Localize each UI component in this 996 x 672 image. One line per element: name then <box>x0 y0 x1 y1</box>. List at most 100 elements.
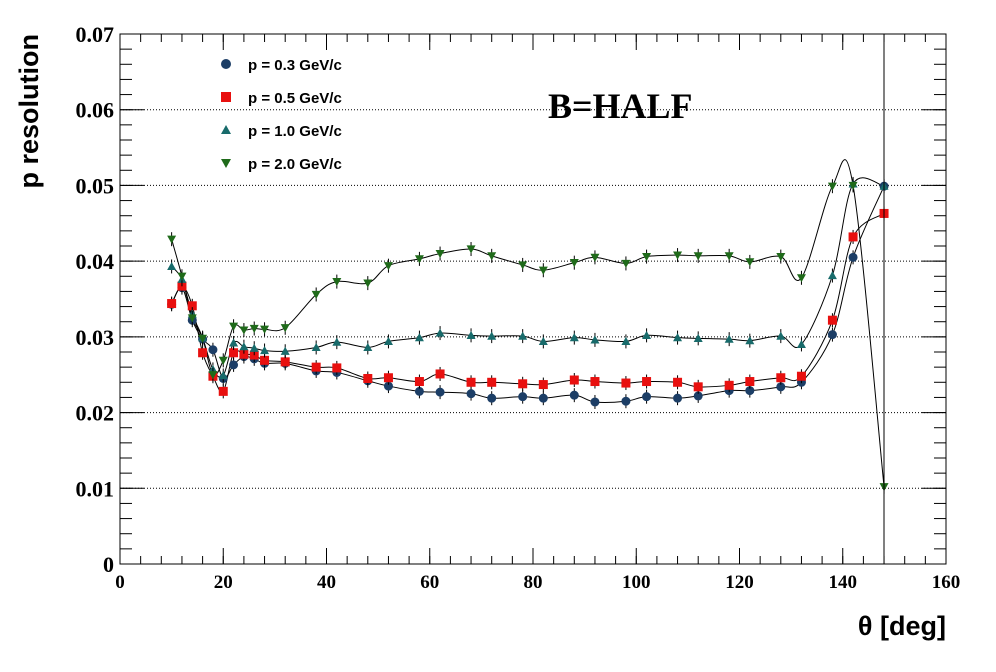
data-point-series-3 <box>177 272 187 281</box>
data-point-series-1 <box>383 373 393 383</box>
data-point-series-2 <box>280 346 290 355</box>
data-point-series-3 <box>311 290 321 299</box>
data-points <box>167 176 889 494</box>
data-point-series-1 <box>167 299 177 309</box>
y-tick-label: 0.05 <box>76 173 115 198</box>
y-tick-label: 0 <box>103 552 114 577</box>
y-tick-label: 0.07 <box>76 22 115 47</box>
data-point-series-3 <box>848 181 858 190</box>
data-point-series-2 <box>363 342 373 352</box>
data-point-series-0 <box>693 391 703 401</box>
y-axis: 0 0.01 0.02 0.03 0.04 0.05 0.06 0.07 <box>76 22 946 577</box>
data-point-series-3 <box>280 324 290 333</box>
data-point-series-2 <box>487 331 497 340</box>
data-point-series-1 <box>827 315 837 325</box>
data-point-series-3 <box>260 325 270 334</box>
data-point-series-2 <box>796 339 806 349</box>
data-point-series-1 <box>311 362 321 372</box>
data-point-series-2 <box>383 336 393 345</box>
data-point-series-0 <box>435 387 445 397</box>
data-point-series-0 <box>745 386 755 396</box>
data-point-series-3 <box>518 261 528 270</box>
data-point-series-0 <box>414 386 424 396</box>
data-point-series-0 <box>673 393 683 403</box>
legend: p = 0.3 GeV/c p = 0.5 GeV/c p = 1.0 GeV/c p… <box>221 57 342 173</box>
data-point-series-1 <box>260 355 270 365</box>
data-point-series-3 <box>187 314 197 323</box>
data-point-series-0 <box>848 252 858 262</box>
data-point-series-1 <box>187 301 197 311</box>
data-point-series-1 <box>796 371 806 381</box>
data-point-series-3 <box>796 274 806 283</box>
data-point-series-1 <box>673 377 683 387</box>
data-point-series-3 <box>435 249 445 259</box>
data-point-series-3 <box>208 371 218 380</box>
legend-label-3: p = 2.0 GeV/c <box>248 156 342 173</box>
data-point-series-0 <box>518 392 528 402</box>
data-point-series-0 <box>569 390 579 400</box>
data-point-series-3 <box>621 259 631 268</box>
legend-marker-3 <box>221 159 231 168</box>
data-point-series-0 <box>590 397 600 407</box>
data-point-series-3 <box>642 253 652 262</box>
data-point-series-1 <box>518 379 528 389</box>
data-point-series-3 <box>167 235 177 244</box>
data-point-series-3 <box>569 259 579 268</box>
y-tick-label: 0.02 <box>76 401 115 426</box>
legend-marker-2 <box>221 125 231 134</box>
data-point-series-2 <box>218 370 228 380</box>
x-tick-label: 40 <box>317 572 336 593</box>
data-point-series-3 <box>198 334 208 343</box>
data-point-series-1 <box>538 380 548 390</box>
data-point-series-0 <box>383 381 393 391</box>
data-point-series-0 <box>229 360 239 370</box>
data-point-series-3 <box>363 279 373 288</box>
data-point-series-2 <box>745 336 755 345</box>
data-point-series-3 <box>745 258 755 267</box>
x-tick-label: 100 <box>622 572 651 593</box>
data-point-series-3 <box>466 245 476 254</box>
data-point-series-2 <box>538 336 548 345</box>
data-point-series-2 <box>239 342 249 351</box>
data-point-series-3 <box>383 262 393 271</box>
legend-label-2: p = 1.0 GeV/c <box>248 123 342 140</box>
data-point-series-3 <box>538 266 548 275</box>
y-tick-label: 0.01 <box>76 476 115 501</box>
data-point-series-0 <box>827 330 837 340</box>
plot-area <box>119 33 947 565</box>
data-point-series-2 <box>673 333 683 342</box>
legend-label-0: p = 0.3 GeV/c <box>248 57 342 74</box>
data-point-series-3 <box>673 251 683 260</box>
fit-curve-series-3 <box>171 159 885 487</box>
data-point-series-0 <box>538 393 548 403</box>
data-point-series-3 <box>724 252 734 261</box>
data-point-series-0 <box>776 382 786 392</box>
data-point-series-3 <box>487 252 497 261</box>
x-tick-label: 140 <box>829 572 858 593</box>
data-point-series-1 <box>280 357 290 367</box>
data-point-series-1 <box>621 378 631 388</box>
data-point-series-2 <box>229 338 239 347</box>
data-point-series-1 <box>724 380 734 390</box>
data-point-series-2 <box>435 328 445 337</box>
x-tick-label: 80 <box>524 572 543 593</box>
data-point-series-1 <box>466 377 476 387</box>
data-point-series-3 <box>414 255 424 264</box>
data-point-series-2 <box>260 345 270 355</box>
data-point-series-1 <box>229 348 239 358</box>
data-point-series-3 <box>229 322 239 331</box>
data-point-series-2 <box>724 334 734 343</box>
data-point-series-3 <box>693 252 703 261</box>
data-point-series-0 <box>621 396 631 406</box>
data-point-series-1 <box>218 386 228 396</box>
y-tick-label: 0.04 <box>76 249 115 274</box>
fit-curve-series-2 <box>171 177 885 378</box>
data-point-series-1 <box>414 377 424 387</box>
data-point-series-1 <box>642 377 652 387</box>
data-point-series-2 <box>332 337 342 346</box>
annotation: B=HALF <box>548 86 693 126</box>
y-tick-label: 0.06 <box>76 98 115 123</box>
data-point-series-2 <box>466 330 476 339</box>
data-point-series-1 <box>590 377 600 387</box>
x-tick-label: 0 <box>115 572 125 593</box>
